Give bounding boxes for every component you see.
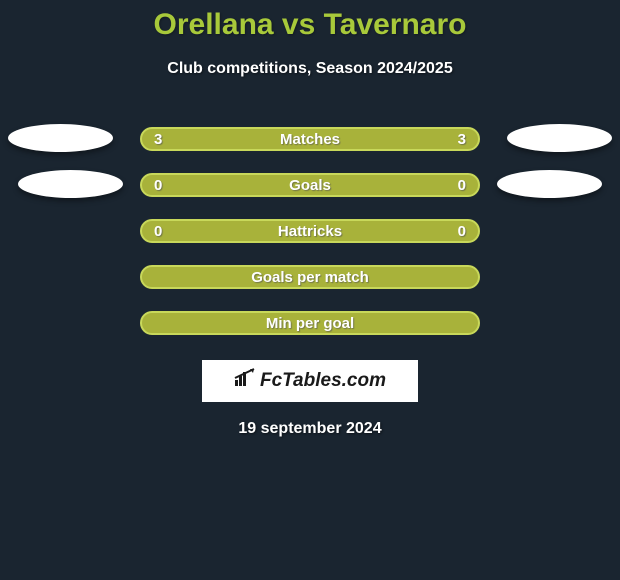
stat-label: Hattricks: [278, 223, 342, 240]
stat-row-matches: 3 Matches 3: [0, 116, 620, 162]
stat-row-goals-per-match: Goals per match: [0, 254, 620, 300]
stat-label: Goals per match: [251, 269, 369, 286]
logo-label: FcTables.com: [260, 370, 386, 392]
stat-left-value: 3: [154, 131, 162, 148]
chart-icon: [234, 368, 256, 394]
infographic-container: Orellana vs Tavernaro Club competitions,…: [0, 0, 620, 438]
player-right-avatar: [497, 170, 602, 198]
stat-row-goals: 0 Goals 0: [0, 162, 620, 208]
date: 19 september 2024: [0, 420, 620, 438]
stat-right-value: 0: [458, 177, 466, 194]
stat-label: Matches: [280, 131, 340, 148]
title: Orellana vs Tavernaro: [0, 8, 620, 42]
player-left-avatar: [18, 170, 123, 198]
stat-bar: Min per goal: [140, 311, 480, 335]
stat-left-value: 0: [154, 223, 162, 240]
stat-right-value: 3: [458, 131, 466, 148]
stat-label: Min per goal: [266, 315, 354, 332]
stat-bar: 3 Matches 3: [140, 127, 480, 151]
stat-row-min-per-goal: Min per goal: [0, 300, 620, 346]
logo-box: FcTables.com: [202, 360, 418, 402]
stat-label: Goals: [289, 177, 331, 194]
logo-text: FcTables.com: [234, 368, 386, 394]
stat-right-value: 0: [458, 223, 466, 240]
stat-bar: 0 Goals 0: [140, 173, 480, 197]
stat-bar: Goals per match: [140, 265, 480, 289]
player-right-avatar: [507, 124, 612, 152]
stat-row-hattricks: 0 Hattricks 0: [0, 208, 620, 254]
player-left-avatar: [8, 124, 113, 152]
stat-bar: 0 Hattricks 0: [140, 219, 480, 243]
stat-left-value: 0: [154, 177, 162, 194]
subtitle: Club competitions, Season 2024/2025: [0, 60, 620, 78]
